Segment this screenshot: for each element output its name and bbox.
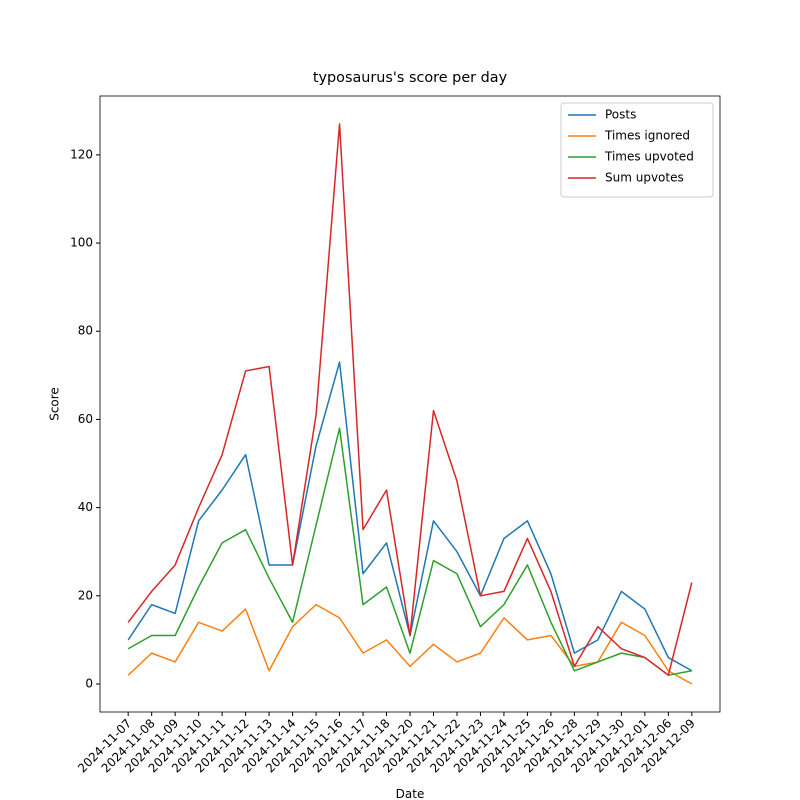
- legend-label: Times ignored: [604, 129, 690, 143]
- y-tick-label: 20: [78, 588, 93, 602]
- y-tick-label: 80: [78, 324, 93, 338]
- y-tick-label: 40: [78, 500, 93, 514]
- series-line: [127, 123, 693, 676]
- chart-title: typosaurus's score per day: [313, 70, 508, 86]
- legend-label: Sum upvotes: [605, 171, 684, 185]
- legend: Posts Times ignored Times upvoted Sum upvot…: [560, 102, 714, 198]
- legend-label: Posts: [605, 108, 636, 122]
- series-line: [127, 427, 692, 676]
- plot-frame: [99, 95, 721, 713]
- legend-label: Times upvoted: [604, 150, 694, 164]
- y-tick-label: 0: [85, 677, 93, 691]
- legend-box: [560, 102, 714, 198]
- y-tick-label: 60: [78, 412, 93, 426]
- y-axis-label: Score: [48, 387, 62, 421]
- x-axis-label: Date: [396, 787, 425, 800]
- y-tick-label: 120: [70, 147, 93, 161]
- y-tick-label: 100: [70, 236, 93, 250]
